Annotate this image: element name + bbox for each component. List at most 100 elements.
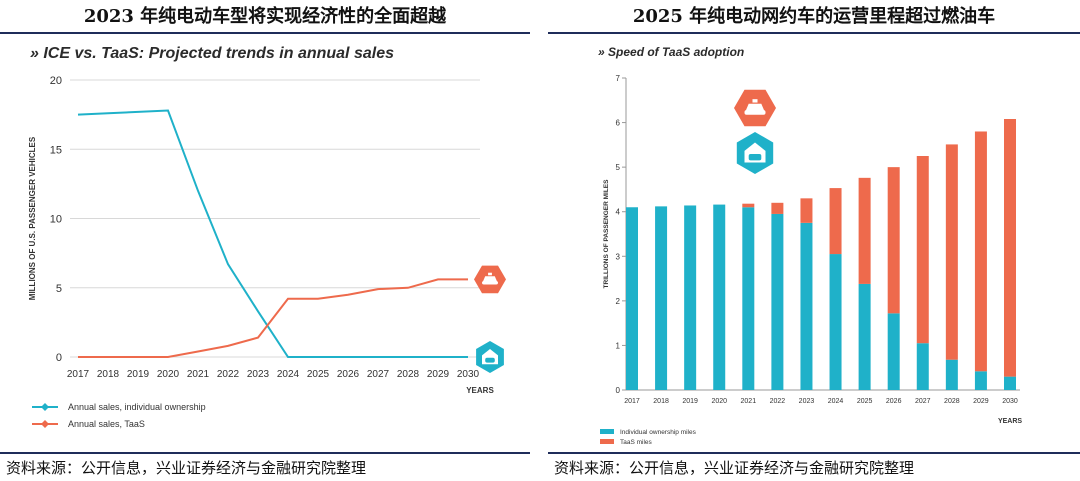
stacked-bar-chart: » Speed of TaaS adoption 0 1 2 3 4 5 6 7 TRILLION… [598, 45, 1022, 446]
bar-individual [974, 371, 987, 390]
legend-swatch [600, 429, 614, 434]
y-tick-label: 3 [616, 252, 621, 261]
bar-taas [887, 167, 900, 314]
car-garage-icon [736, 132, 774, 174]
bar-individual [742, 207, 755, 390]
legend-item: Individual ownership miles [600, 429, 697, 436]
legend-label: Annual sales, TaaS [68, 419, 145, 429]
bar-individual [1004, 376, 1016, 390]
y-tick-label: 0 [56, 352, 62, 364]
header-divider [0, 32, 530, 34]
x-axis-label: YEARS [998, 418, 1022, 425]
x-tick-label: 2028 [944, 398, 960, 405]
x-tick-label: 2021 [187, 369, 210, 380]
x-tick-label: 2030 [1002, 398, 1018, 405]
car-shape [485, 357, 495, 363]
bar-individual [858, 283, 871, 390]
x-tick-label: 2025 [307, 369, 330, 380]
bar-individual [945, 359, 958, 390]
x-tick-label: 2029 [973, 398, 989, 405]
x-axis-label: YEARS [466, 386, 494, 395]
bar-taas [771, 202, 784, 214]
left-panel: 2023 年纯电动车型将实现经济性的全面超越 » ICE vs. TaaS: P… [0, 0, 530, 481]
right-panel-footer: 资料来源：公开信息，兴业证券经济与金融研究院整理 [554, 459, 915, 477]
bar-taas [858, 177, 871, 284]
footer-divider [548, 452, 1080, 454]
y-axis-label: TRILLIONS OF PASSENGER MILES [603, 179, 610, 289]
car-body [745, 103, 765, 112]
legend-item: TaaS miles [600, 439, 653, 446]
x-tick-label: 2018 [653, 398, 669, 405]
x-tick-label: 2022 [770, 398, 786, 405]
bar-individual [916, 343, 929, 390]
x-tick-label: 2029 [427, 369, 450, 380]
legend-item: Annual sales, TaaS [32, 419, 145, 429]
y-axis-label: MILLIONS OF U.S. PASSENGER VEHICLES [28, 136, 37, 300]
bar-individual [887, 313, 900, 390]
car-shape [748, 154, 762, 161]
car-base [482, 281, 498, 285]
x-tick-label: 2018 [97, 369, 120, 380]
bar-taas [945, 144, 958, 360]
right-panel-header: 2025 年纯电动网约车的运营里程超过燃油车 [632, 6, 996, 27]
bar-individual [655, 206, 668, 390]
y-tick-label: 5 [616, 163, 621, 172]
y-tick-label: 6 [616, 119, 621, 128]
y-tick-label: 2 [616, 297, 621, 306]
x-tick-label: 2019 [682, 398, 698, 405]
x-tick-label: 2022 [217, 369, 240, 380]
x-tick-label: 2027 [915, 398, 931, 405]
x-tick-label: 2026 [886, 398, 902, 405]
x-tick-label: 2023 [247, 369, 270, 380]
line-chart: » ICE vs. TaaS: Projected trends in annu… [28, 45, 506, 429]
x-tick-label: 2023 [799, 398, 815, 405]
x-tick-label: 2030 [457, 369, 480, 380]
y-tick-label: 4 [616, 208, 621, 217]
footer-divider [0, 452, 530, 454]
x-tick-label: 2021 [741, 398, 757, 405]
legend-item: Annual sales, individual ownership [32, 402, 206, 412]
y-tick-label: 20 [50, 75, 62, 87]
car-body [482, 276, 498, 282]
left-panel-footer: 资料来源：公开信息，兴业证券经济与金融研究院整理 [6, 459, 367, 477]
taxi-sign [752, 99, 758, 103]
series-line-taas [78, 278, 468, 358]
car-base [744, 110, 766, 115]
y-tick-label: 0 [616, 386, 621, 395]
y-tick-label: 1 [616, 341, 621, 350]
right-panel: 2025 年纯电动网约车的运营里程超过燃油车 » Speed of TaaS a… [548, 0, 1080, 481]
legend-label: Individual ownership miles [620, 429, 697, 436]
header-divider [548, 32, 1080, 34]
legend-marker [41, 403, 49, 411]
y-tick-label: 10 [50, 214, 62, 226]
y-tick-label: 15 [50, 144, 62, 156]
car-garage-icon [476, 341, 504, 373]
car-hailing-icon [474, 265, 506, 294]
x-tick-label: 2017 [624, 398, 640, 405]
car-hailing-icon [734, 89, 776, 127]
bar-taas [800, 198, 813, 223]
x-tick-label: 2028 [397, 369, 420, 380]
bar-individual [684, 205, 697, 390]
x-tick-label: 2026 [337, 369, 360, 380]
legend-label: Annual sales, individual ownership [68, 402, 206, 412]
x-tick-label: 2024 [828, 398, 844, 405]
bar-individual [829, 254, 842, 390]
bar-individual [626, 207, 638, 390]
chart-title: » ICE vs. TaaS: Projected trends in annu… [30, 45, 394, 62]
series-line-individual [77, 109, 468, 358]
x-tick-label: 2024 [277, 369, 300, 380]
left-panel-header: 2023 年纯电动车型将实现经济性的全面超越 [83, 6, 447, 27]
bar-individual [771, 213, 784, 390]
bar-individual [713, 204, 726, 390]
y-tick-label: 5 [56, 283, 62, 295]
legend-marker [41, 420, 49, 428]
bar-taas [974, 131, 987, 372]
x-tick-label: 2019 [127, 369, 150, 380]
taxi-sign [488, 272, 492, 276]
legend-label: TaaS miles [620, 439, 653, 446]
x-tick-label: 2027 [367, 369, 390, 380]
bar-individual [800, 222, 813, 390]
bar-taas [1004, 119, 1016, 377]
legend-swatch [600, 439, 614, 444]
